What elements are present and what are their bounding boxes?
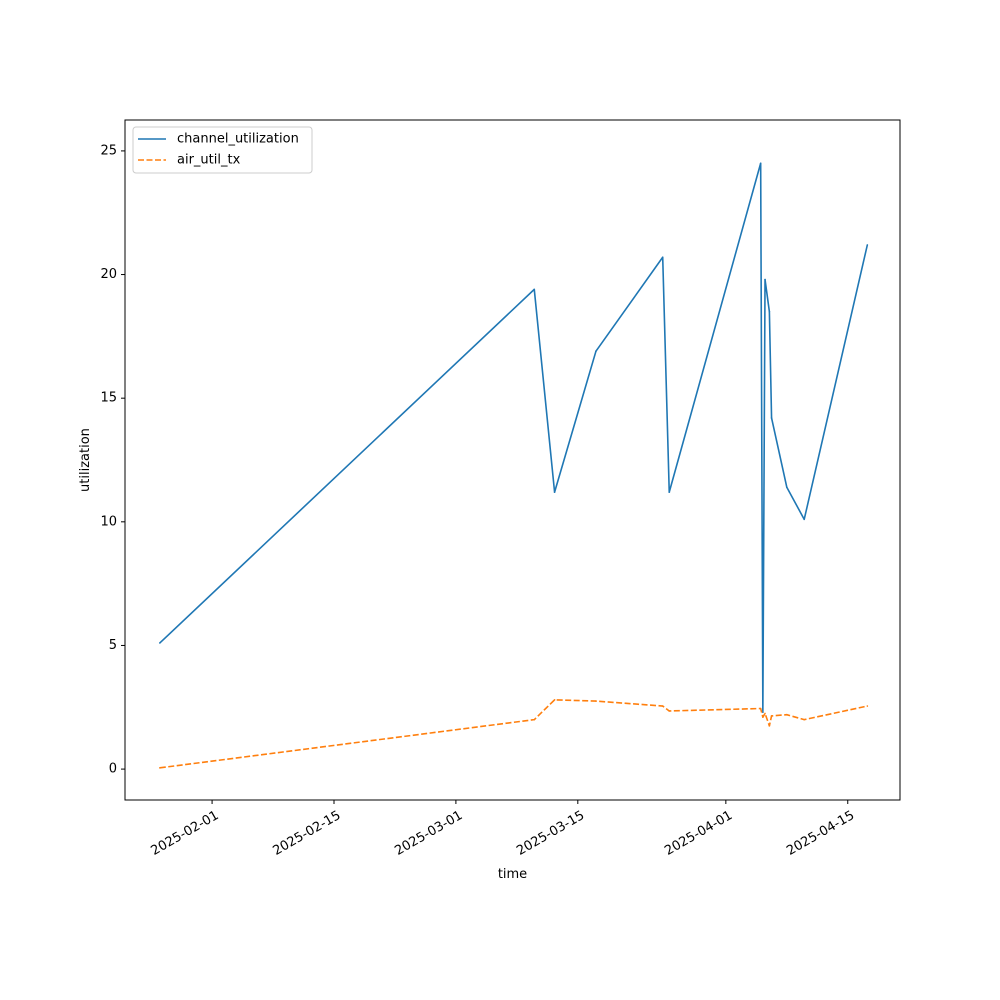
data-point-air_util_tx	[762, 716, 764, 718]
y-tick-label: 25	[100, 143, 117, 158]
data-point-air_util_tx	[668, 710, 671, 712]
legend-box	[132, 126, 313, 174]
legend: channel_utilization air_util_tx	[132, 126, 313, 174]
data-point-air_util_tx	[866, 705, 869, 707]
data-point-air_util_tx	[759, 707, 762, 710]
data-point-air_util_tx	[770, 715, 773, 717]
data-point-channel_utilization	[762, 711, 764, 714]
data-point-air_util_tx	[768, 725, 771, 727]
data-point-channel_utilization	[768, 310, 771, 313]
data-point-air_util_tx	[533, 718, 536, 721]
data-point-air_util_tx	[803, 718, 806, 721]
y-tick-label: 10	[100, 514, 117, 529]
data-point-channel_utilization	[764, 278, 766, 281]
data-point-channel_utilization	[595, 350, 597, 353]
data-point-channel_utilization	[866, 244, 869, 246]
data-point-channel_utilization	[668, 491, 671, 493]
plot-area	[159, 162, 869, 769]
data-point-air_util_tx	[595, 700, 597, 702]
data-point-channel_utilization	[803, 518, 806, 521]
y-axis: 0 5 10 15 20 25	[100, 143, 125, 777]
data-point-channel_utilization	[661, 256, 664, 259]
y-tick-label: 15	[100, 391, 117, 406]
data-point-air_util_tx	[159, 767, 161, 769]
data-point-air_util_tx	[786, 713, 788, 716]
data-point-channel_utilization	[159, 642, 161, 644]
data-point-channel_utilization	[553, 491, 556, 493]
y-tick-label: 20	[100, 267, 117, 282]
x-axis-label: time	[498, 867, 527, 882]
data-point-channel_utilization	[786, 486, 788, 489]
data-point-channel_utilization	[533, 288, 536, 291]
data-point-air_util_tx	[661, 705, 664, 707]
data-point-channel_utilization	[770, 417, 773, 419]
series-line-air_util_tx	[159, 699, 868, 769]
series-line-channel_utilization	[159, 162, 869, 714]
y-axis-label: utilization	[78, 428, 93, 492]
data-point-air_util_tx	[764, 712, 766, 715]
axes-frame	[124, 119, 901, 801]
legend-label-air_util_tx: air_util_tx	[177, 153, 241, 168]
y-tick-label: 5	[109, 638, 117, 653]
data-point-air_util_tx	[553, 699, 556, 701]
y-tick-label: 0	[109, 762, 117, 777]
data-point-channel_utilization	[759, 162, 762, 165]
legend-label-channel_utilization: channel_utilization	[177, 132, 299, 147]
